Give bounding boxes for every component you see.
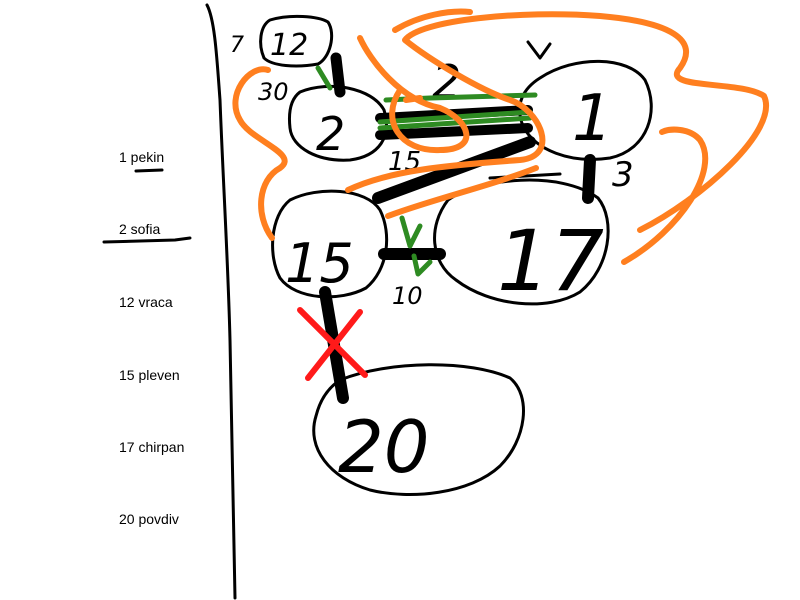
route-orange-main	[232, 8, 769, 265]
edge-label-10: 10	[392, 282, 423, 310]
legend-underline-pekin	[134, 168, 164, 173]
edge-label-7: 7	[230, 33, 244, 58]
edge-label-3: 3	[612, 155, 634, 195]
cross-mark	[297, 307, 368, 381]
node-17-label: 17	[497, 212, 604, 310]
legend-item-sofia: 2 sofia	[119, 221, 161, 237]
node-17: 17	[433, 178, 610, 310]
node-20: 20	[312, 363, 525, 496]
edge-label-30: 30	[258, 78, 289, 106]
edge-15-1	[372, 136, 536, 204]
route-orange-right	[385, 165, 539, 219]
route-green-bottom	[399, 215, 433, 277]
legend-item-vraca: 12 vraca	[119, 294, 173, 310]
node-12: 12	[259, 14, 334, 68]
node-15: 15	[271, 189, 389, 299]
node-2: 2	[288, 85, 388, 162]
legend-item-pekin: 1 pekin	[119, 149, 165, 165]
node-1-label: 1	[572, 82, 613, 156]
node-12-label: 12	[270, 28, 308, 63]
legend-item-pleven: 15 pleven	[119, 367, 180, 383]
legend-underline-sofia	[102, 236, 192, 244]
node-20-label: 20	[338, 405, 430, 489]
stroke-mark-top	[526, 40, 552, 60]
divider-line	[205, 3, 237, 600]
legend-item-povdiv: 20 povdiv	[119, 511, 179, 527]
node-2-label: 2	[316, 107, 345, 161]
node-15-label: 15	[285, 232, 354, 295]
edge-2-1-bottom	[375, 123, 533, 140]
legend-item-chirpan: 17 chirpan	[119, 439, 185, 455]
